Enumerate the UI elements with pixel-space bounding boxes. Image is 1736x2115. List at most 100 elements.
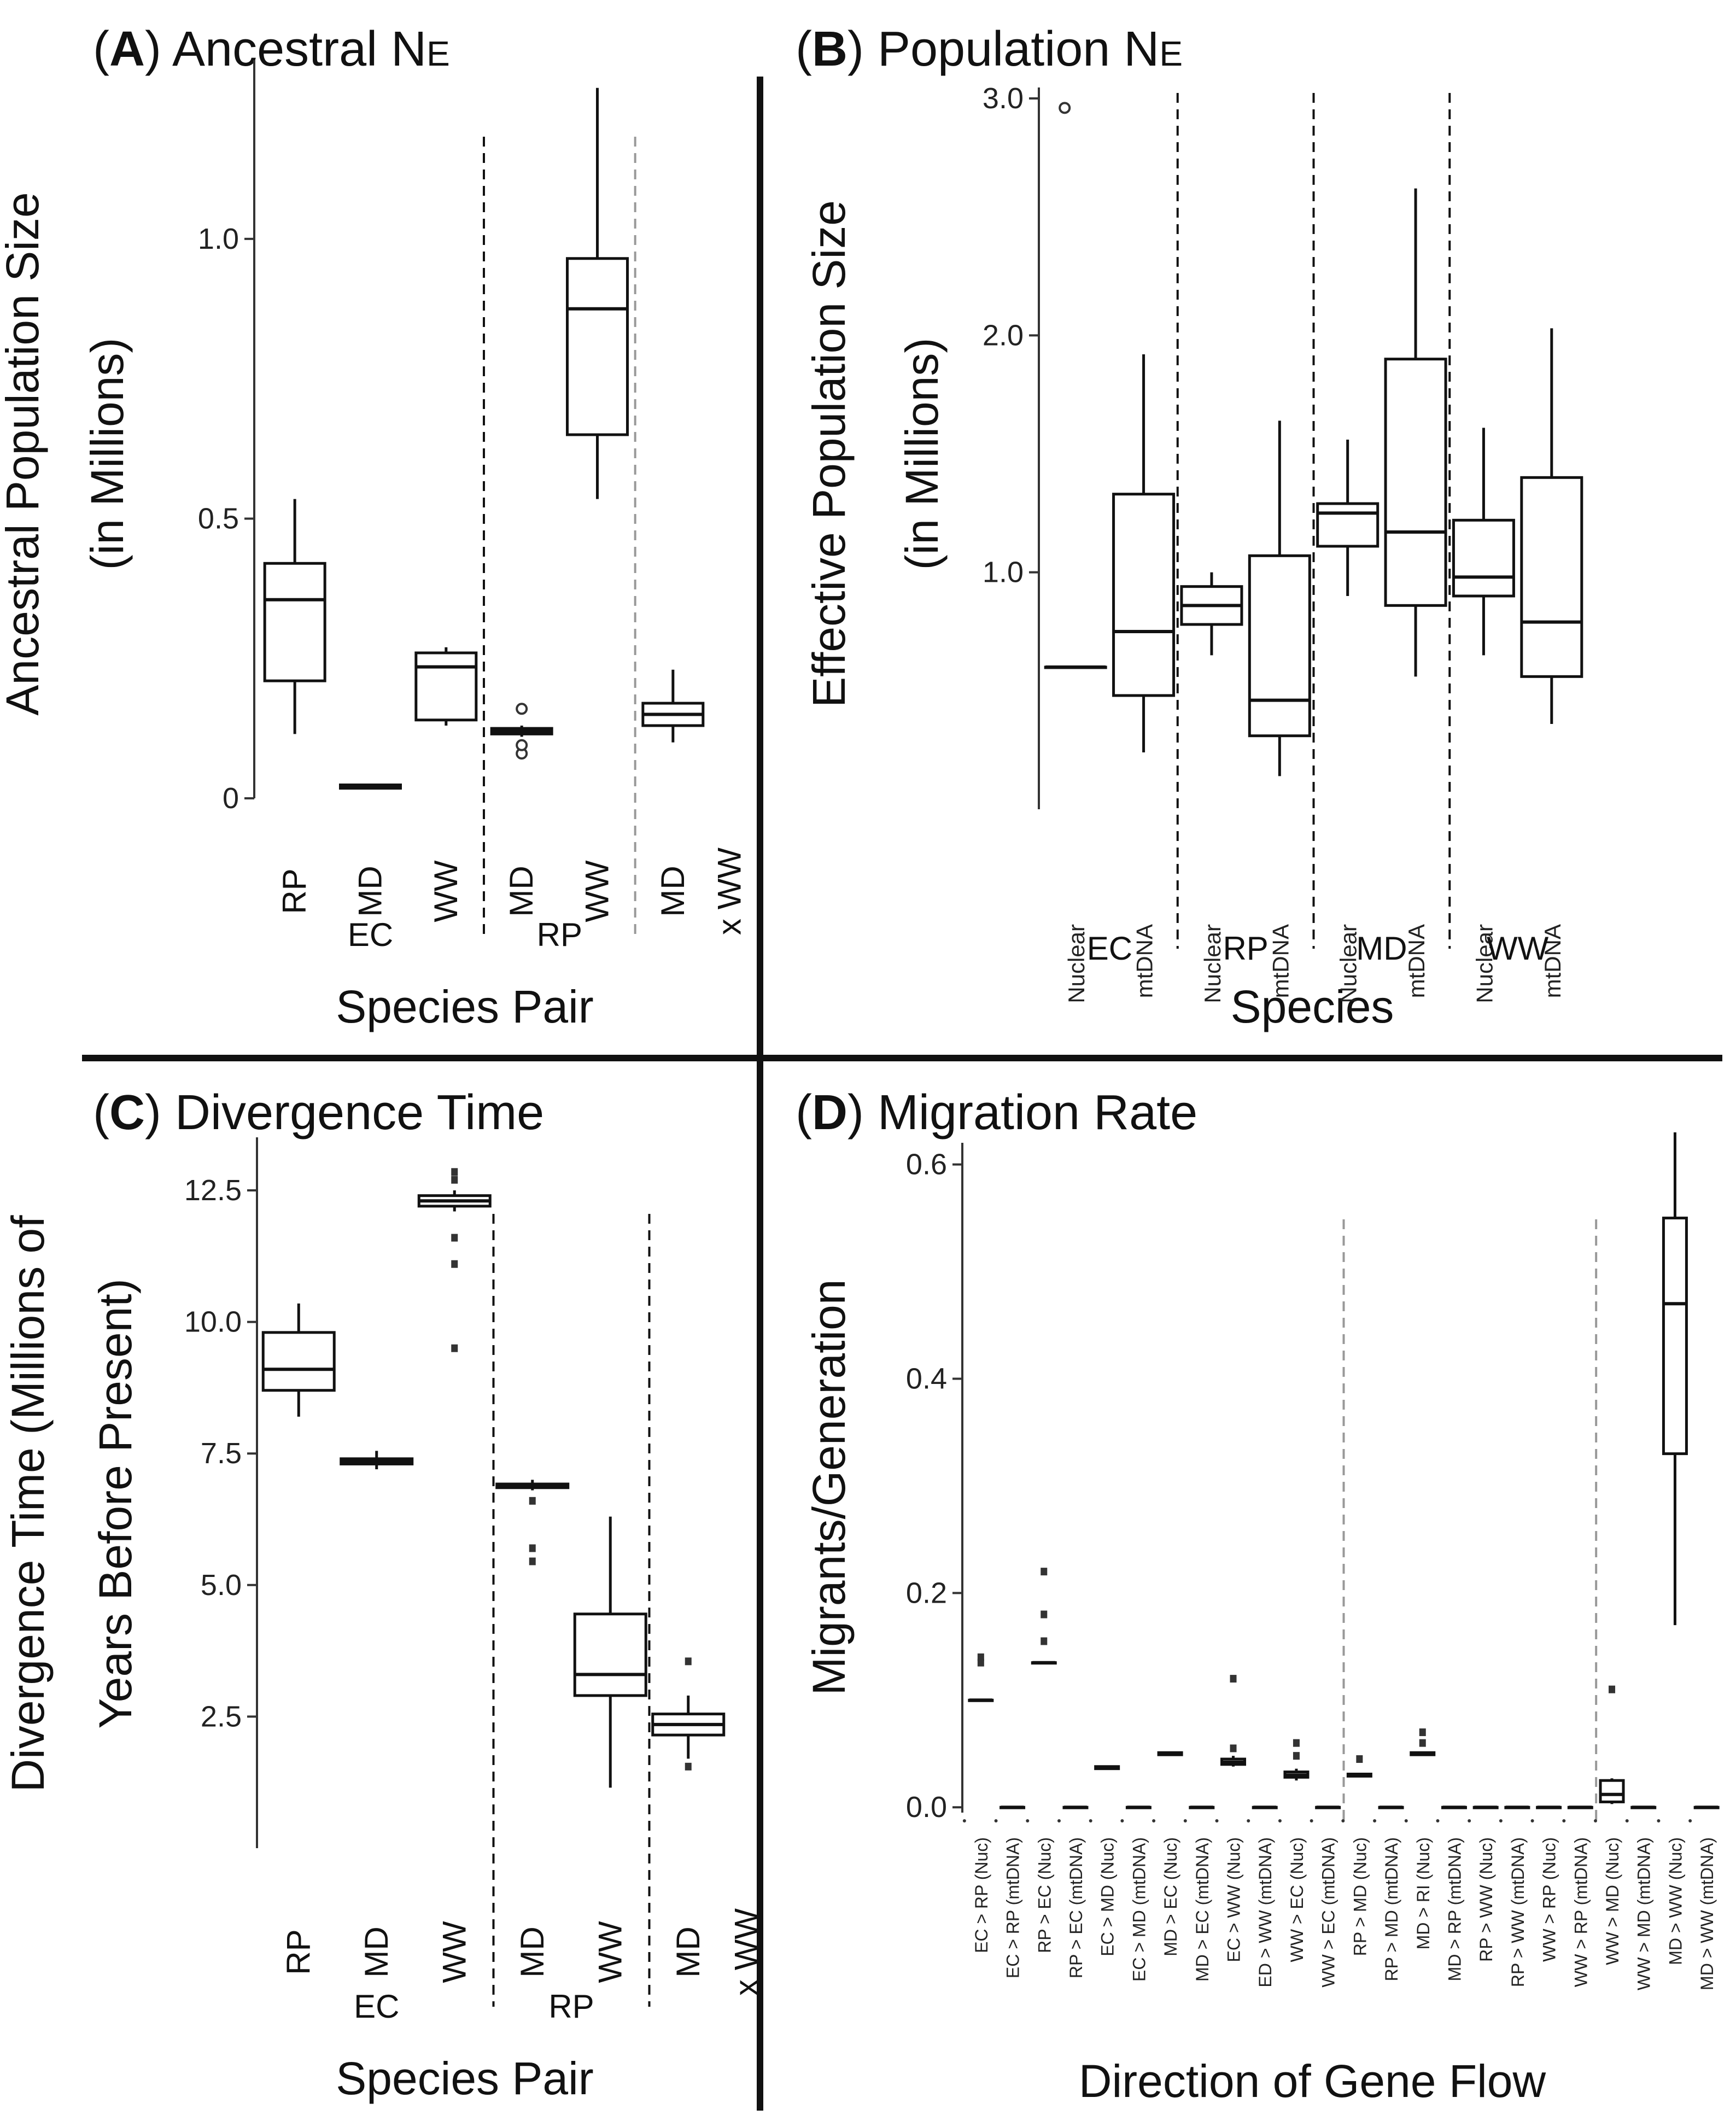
x-category-label: Nuclear: [1336, 924, 1361, 1003]
panel-title: (A) Ancestral NE: [93, 22, 450, 77]
outlier-point: [1059, 102, 1071, 114]
box-5: [573, 1516, 647, 1788]
x-category-label: MD > WW (mtDNA): [1697, 1837, 1717, 1990]
category-dot: [1247, 1819, 1250, 1822]
category-dot: [1436, 1819, 1440, 1822]
box-15: [1404, 1728, 1436, 1822]
y-axis-title: Migrants/Generation: [803, 1279, 855, 1695]
box-6: [1384, 188, 1447, 677]
category-dot: [1120, 1819, 1124, 1822]
box-6: [1120, 1806, 1152, 1822]
box-22: [1625, 1806, 1657, 1822]
x-category-label: RP > WW (mtDNA): [1508, 1837, 1528, 1987]
x-category-label: EC > MD (Nuc): [1098, 1837, 1118, 1956]
panel-c: (C) Divergence Time 2.5 5.0 7.5 10.0 12.5 Dive…: [2, 1085, 765, 2104]
outlier-point: [1230, 1675, 1237, 1683]
outlier-point: [685, 1762, 692, 1771]
box-3: [1026, 1568, 1057, 1822]
outlier-point: [451, 1234, 458, 1242]
x-category-label: WW > EC (mtDNA): [1319, 1837, 1338, 1988]
outlier-point: [1041, 1637, 1048, 1645]
box-4: [1248, 420, 1311, 776]
group-label: MD: [1356, 930, 1407, 967]
y-tick-label: 0.4: [906, 1362, 947, 1395]
box-20: [1562, 1806, 1593, 1822]
category-dot: [1215, 1819, 1219, 1822]
x-category-label: EC > RP (mtDNA): [1003, 1837, 1023, 1978]
group-label: RP: [537, 916, 582, 953]
box-5: [1316, 440, 1380, 596]
box-4: [1057, 1806, 1089, 1822]
box-1: [962, 1653, 994, 1822]
outlier-point: [977, 1658, 984, 1667]
x-category-label: EC > RP (Nuc): [972, 1837, 991, 1953]
box-10: [1247, 1806, 1278, 1822]
y-tick-label: 12.5: [184, 1174, 242, 1207]
panel-b: (B) Population NE 1.0 2.0 3.0 Effective Popu…: [796, 22, 1583, 1032]
x-category-label: WW > RP (Nuc): [1540, 1837, 1559, 1962]
x-category-label: RP: [276, 868, 313, 914]
x-category-label: Nuclear: [1471, 924, 1497, 1003]
category-dot: [1625, 1819, 1629, 1822]
box-3: [1180, 572, 1243, 656]
panel-title: (D) Migration Rate: [796, 1085, 1197, 1140]
y-tick-label: 1.0: [983, 556, 1024, 589]
box-iqr: [1248, 554, 1311, 738]
x-axis-title: Direction of Gene Flow: [1079, 2055, 1546, 2107]
category-dot: [1310, 1819, 1313, 1822]
x-category-label: MD: [654, 866, 691, 916]
outlier-point: [1356, 1755, 1363, 1763]
box-1: [1044, 102, 1107, 669]
group-label: WW: [1487, 930, 1549, 967]
outlier-point: [685, 1657, 692, 1666]
x-axis-title: Species Pair: [336, 981, 594, 1032]
outlier-point: [1419, 1728, 1426, 1737]
outlier-point: [516, 739, 528, 751]
x-category-label: MD: [670, 1926, 706, 1977]
box-17: [1468, 1806, 1499, 1822]
outlier-point: [451, 1260, 458, 1268]
category-dot: [1468, 1819, 1471, 1822]
box-6: [651, 1657, 726, 1771]
box-23: [1657, 1132, 1688, 1822]
x-category-label: MD > RI (Nuc): [1413, 1837, 1433, 1949]
box-12: [1310, 1806, 1341, 1822]
x-category-label: mtDNA: [1540, 924, 1565, 998]
category-dot: [994, 1819, 998, 1822]
box-14: [1373, 1806, 1404, 1822]
x-category-label: mtDNA: [1404, 924, 1429, 998]
group-label: RP: [1223, 930, 1268, 967]
y-tick-label: 0: [223, 782, 239, 815]
y-axis-title-line2: Years Before Present): [90, 1278, 141, 1728]
x-category-label: RP > MD (mtDNA): [1382, 1837, 1401, 1981]
x-category-label: MD > EC (mtDNA): [1193, 1837, 1212, 1982]
box-iqr: [573, 1612, 647, 1697]
category-dot: [1373, 1819, 1377, 1822]
category-dot: [1404, 1819, 1408, 1822]
box-iqr: [1384, 358, 1447, 607]
outlier-point: [451, 1168, 458, 1176]
box-6: [641, 669, 705, 743]
box-16: [1436, 1806, 1467, 1822]
y-tick-label: 0.0: [906, 1791, 947, 1824]
box-8: [1520, 328, 1583, 724]
group-label: EC: [1087, 930, 1132, 967]
outlier-point: [1609, 1685, 1616, 1693]
outlier-point: [1041, 1610, 1048, 1619]
box-7: [1452, 428, 1515, 656]
y-tick-label: 10.0: [184, 1306, 242, 1339]
box-iqr: [261, 1331, 336, 1392]
box-2: [1112, 354, 1176, 752]
outlier-point: [1041, 1568, 1048, 1576]
x-category-label: MD > EC (Nuc): [1161, 1837, 1180, 1956]
x-category-label: mtDNA: [1132, 924, 1158, 998]
y-tick-label: 5.0: [201, 1569, 242, 1602]
x-category-label: EC > MD (mtDNA): [1129, 1837, 1149, 1982]
box-21: [1594, 1685, 1625, 1822]
category-dot: [1026, 1819, 1030, 1822]
x-category-label: Nuclear: [1063, 924, 1089, 1003]
y-axis-title: Effective Population Size: [803, 200, 855, 708]
outlier-point: [529, 1557, 536, 1565]
box-18: [1499, 1806, 1530, 1822]
panel-d: (D) Migration Rate 0.0 0.2 0.4 0.6 Migrants/G…: [796, 1085, 1720, 2107]
